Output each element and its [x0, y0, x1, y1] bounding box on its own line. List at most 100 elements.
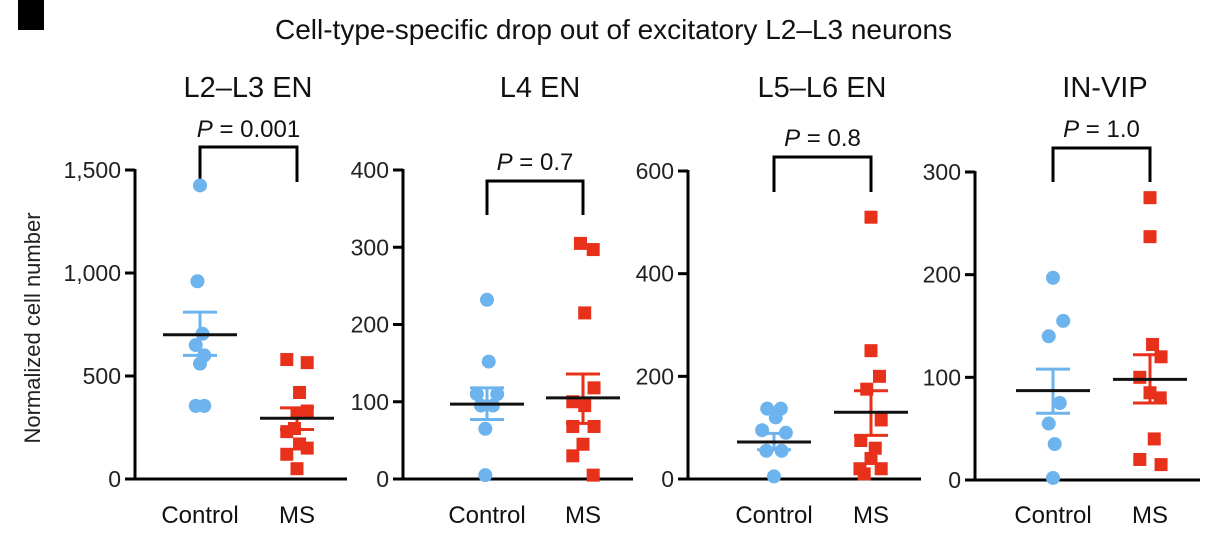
- panel-2-ms-point: [586, 243, 600, 257]
- panel-2-p-number: = 0.7: [513, 149, 574, 176]
- panel-3-ms-point: [857, 467, 871, 481]
- y-axis-label: Normalized cell number: [20, 212, 45, 443]
- panel-4-ms-point: [1153, 391, 1167, 405]
- panel-4-ms-point: [1146, 337, 1160, 351]
- panel-2-ms-point: [578, 399, 592, 413]
- panel-3-control-point: [768, 410, 783, 425]
- panel-2-y-tick-label: 100: [351, 389, 389, 415]
- panel-2-control-point: [490, 387, 505, 402]
- panel-1-control-point: [193, 178, 207, 193]
- panel-2-ms-point: [573, 236, 587, 250]
- panel-3-control-point: [760, 401, 775, 416]
- panel-4-y-tick-label: 300: [923, 159, 961, 185]
- panel-3-ms-point: [864, 451, 878, 465]
- panel-4-p-value: P = 1.0: [1063, 116, 1140, 143]
- panel-3-p-value: P = 0.8: [784, 125, 861, 152]
- panel-3-p-symbol: P: [784, 125, 800, 152]
- panel-3-control-point: [755, 423, 770, 438]
- panel-3-ms-point: [854, 434, 868, 447]
- panel-1-control-point: [193, 356, 207, 371]
- panel-2-control-point: [485, 398, 500, 413]
- panel-2-y-tick-label: 0: [376, 466, 389, 492]
- panel-4-control-point: [1041, 329, 1056, 344]
- panel-4-significance-bracket: [1051, 146, 1152, 182]
- panel-3-x-category-label: Control: [735, 502, 812, 529]
- panel-letter-mark: [18, 0, 44, 30]
- panel-2-control-point: [478, 421, 493, 436]
- panel-4-p-number: = 1.0: [1079, 116, 1140, 143]
- panel-2-ms-point: [578, 306, 592, 320]
- panel-4-ms-point: [1147, 432, 1161, 446]
- panel-1-y-tick-label: 1,500: [63, 157, 121, 183]
- panel-1-p-symbol: P: [197, 116, 213, 143]
- panel-4-control-point: [1047, 437, 1062, 452]
- panel-4-ms-point: [1154, 458, 1168, 472]
- panel-3-significance-bracket: [772, 155, 873, 192]
- panel-1-control-point: [190, 274, 205, 289]
- panel-4-x-category-label: MS: [1132, 502, 1168, 529]
- panel-3-ms-point: [874, 462, 888, 476]
- panel-1-significance-bracket: [198, 145, 299, 182]
- panel-1-ms-point: [300, 441, 314, 455]
- panel-2-title: L4 EN: [500, 72, 581, 104]
- panel-4-p-symbol: P: [1063, 116, 1079, 143]
- panel-4-x-category-label: Control: [1014, 502, 1091, 529]
- panel-4-ms-point: [1154, 350, 1168, 364]
- panel-4-control-point: [1046, 270, 1060, 285]
- panel-1-title: L2–L3 EN: [184, 72, 313, 104]
- panel-1-p-number: = 0.001: [213, 116, 300, 143]
- panel-2-control-point: [474, 398, 489, 413]
- panel-4-ms-point: [1133, 452, 1147, 466]
- panel-3-p-number: = 0.8: [800, 125, 861, 152]
- panel-4-ms-point: [1143, 230, 1157, 244]
- panel-4-control-point: [1041, 416, 1056, 431]
- panel-3-control-point: [767, 469, 781, 484]
- panel-2-control-point: [480, 292, 494, 307]
- panel-2-ms-point: [586, 468, 600, 482]
- panel-2-y-tick-label: 200: [351, 312, 389, 338]
- panel-2-ms-point: [587, 381, 601, 395]
- panel-2-ms-point: [576, 437, 590, 451]
- panel-3-ms-point: [864, 344, 878, 358]
- panel-1-ms-point: [280, 353, 294, 367]
- panel-3-y-tick-label: 600: [636, 158, 674, 184]
- panel-3-x-category-label: MS: [853, 502, 889, 529]
- panel-2-p-value: P = 0.7: [497, 149, 574, 176]
- panel-1-x-category-label: MS: [279, 502, 315, 529]
- panel-4-control-point: [1052, 396, 1067, 410]
- panel-3-ms-point: [874, 413, 888, 427]
- panel-1-p-value: P = 0.001: [197, 116, 300, 143]
- panel-2-significance-bracket: [485, 179, 585, 215]
- panel-1-y-tick-label: 0: [108, 466, 121, 492]
- panel-1-control-point: [197, 398, 212, 413]
- panel-3-ms-point: [868, 441, 882, 455]
- panel-1-ms-point: [280, 425, 294, 439]
- panel-4-control-point: [1056, 313, 1071, 328]
- panel-3-y-tick-label: 200: [636, 363, 674, 389]
- panel-1-y-tick-label: 1,000: [63, 260, 121, 286]
- panel-1-y-tick-label: 500: [83, 363, 121, 389]
- panel-1-ms-point: [300, 356, 314, 370]
- panel-1-x-category-label: Control: [161, 502, 238, 529]
- panel-2-p-symbol: P: [497, 149, 513, 176]
- panel-3-title: L5–L6 EN: [758, 72, 887, 104]
- panel-1-ms-point: [280, 447, 294, 461]
- panel-2-ms-point: [566, 449, 580, 463]
- panel-3-ms-point: [864, 210, 878, 224]
- panel-4-y-tick-label: 200: [923, 262, 961, 288]
- panel-4-title: IN-VIP: [1062, 72, 1147, 104]
- panel-2-control-point: [478, 468, 493, 483]
- panel-1-ms-point: [290, 462, 304, 476]
- panel-3-ms-point: [873, 369, 886, 383]
- panel-2-x-category-label: MS: [565, 502, 601, 529]
- panel-2-y-tick-label: 400: [351, 157, 389, 183]
- panel-2-control-point: [469, 387, 484, 402]
- panel-1-ms-point: [293, 385, 307, 399]
- panel-2-control-point: [481, 354, 496, 369]
- panel-4-y-tick-label: 0: [948, 467, 961, 493]
- figure-title: Cell-type-specific drop out of excitator…: [274, 14, 953, 45]
- panel-3-y-tick-label: 400: [636, 261, 674, 287]
- panel-4-control-point: [1046, 470, 1060, 485]
- panel-2-x-category-label: Control: [448, 502, 525, 529]
